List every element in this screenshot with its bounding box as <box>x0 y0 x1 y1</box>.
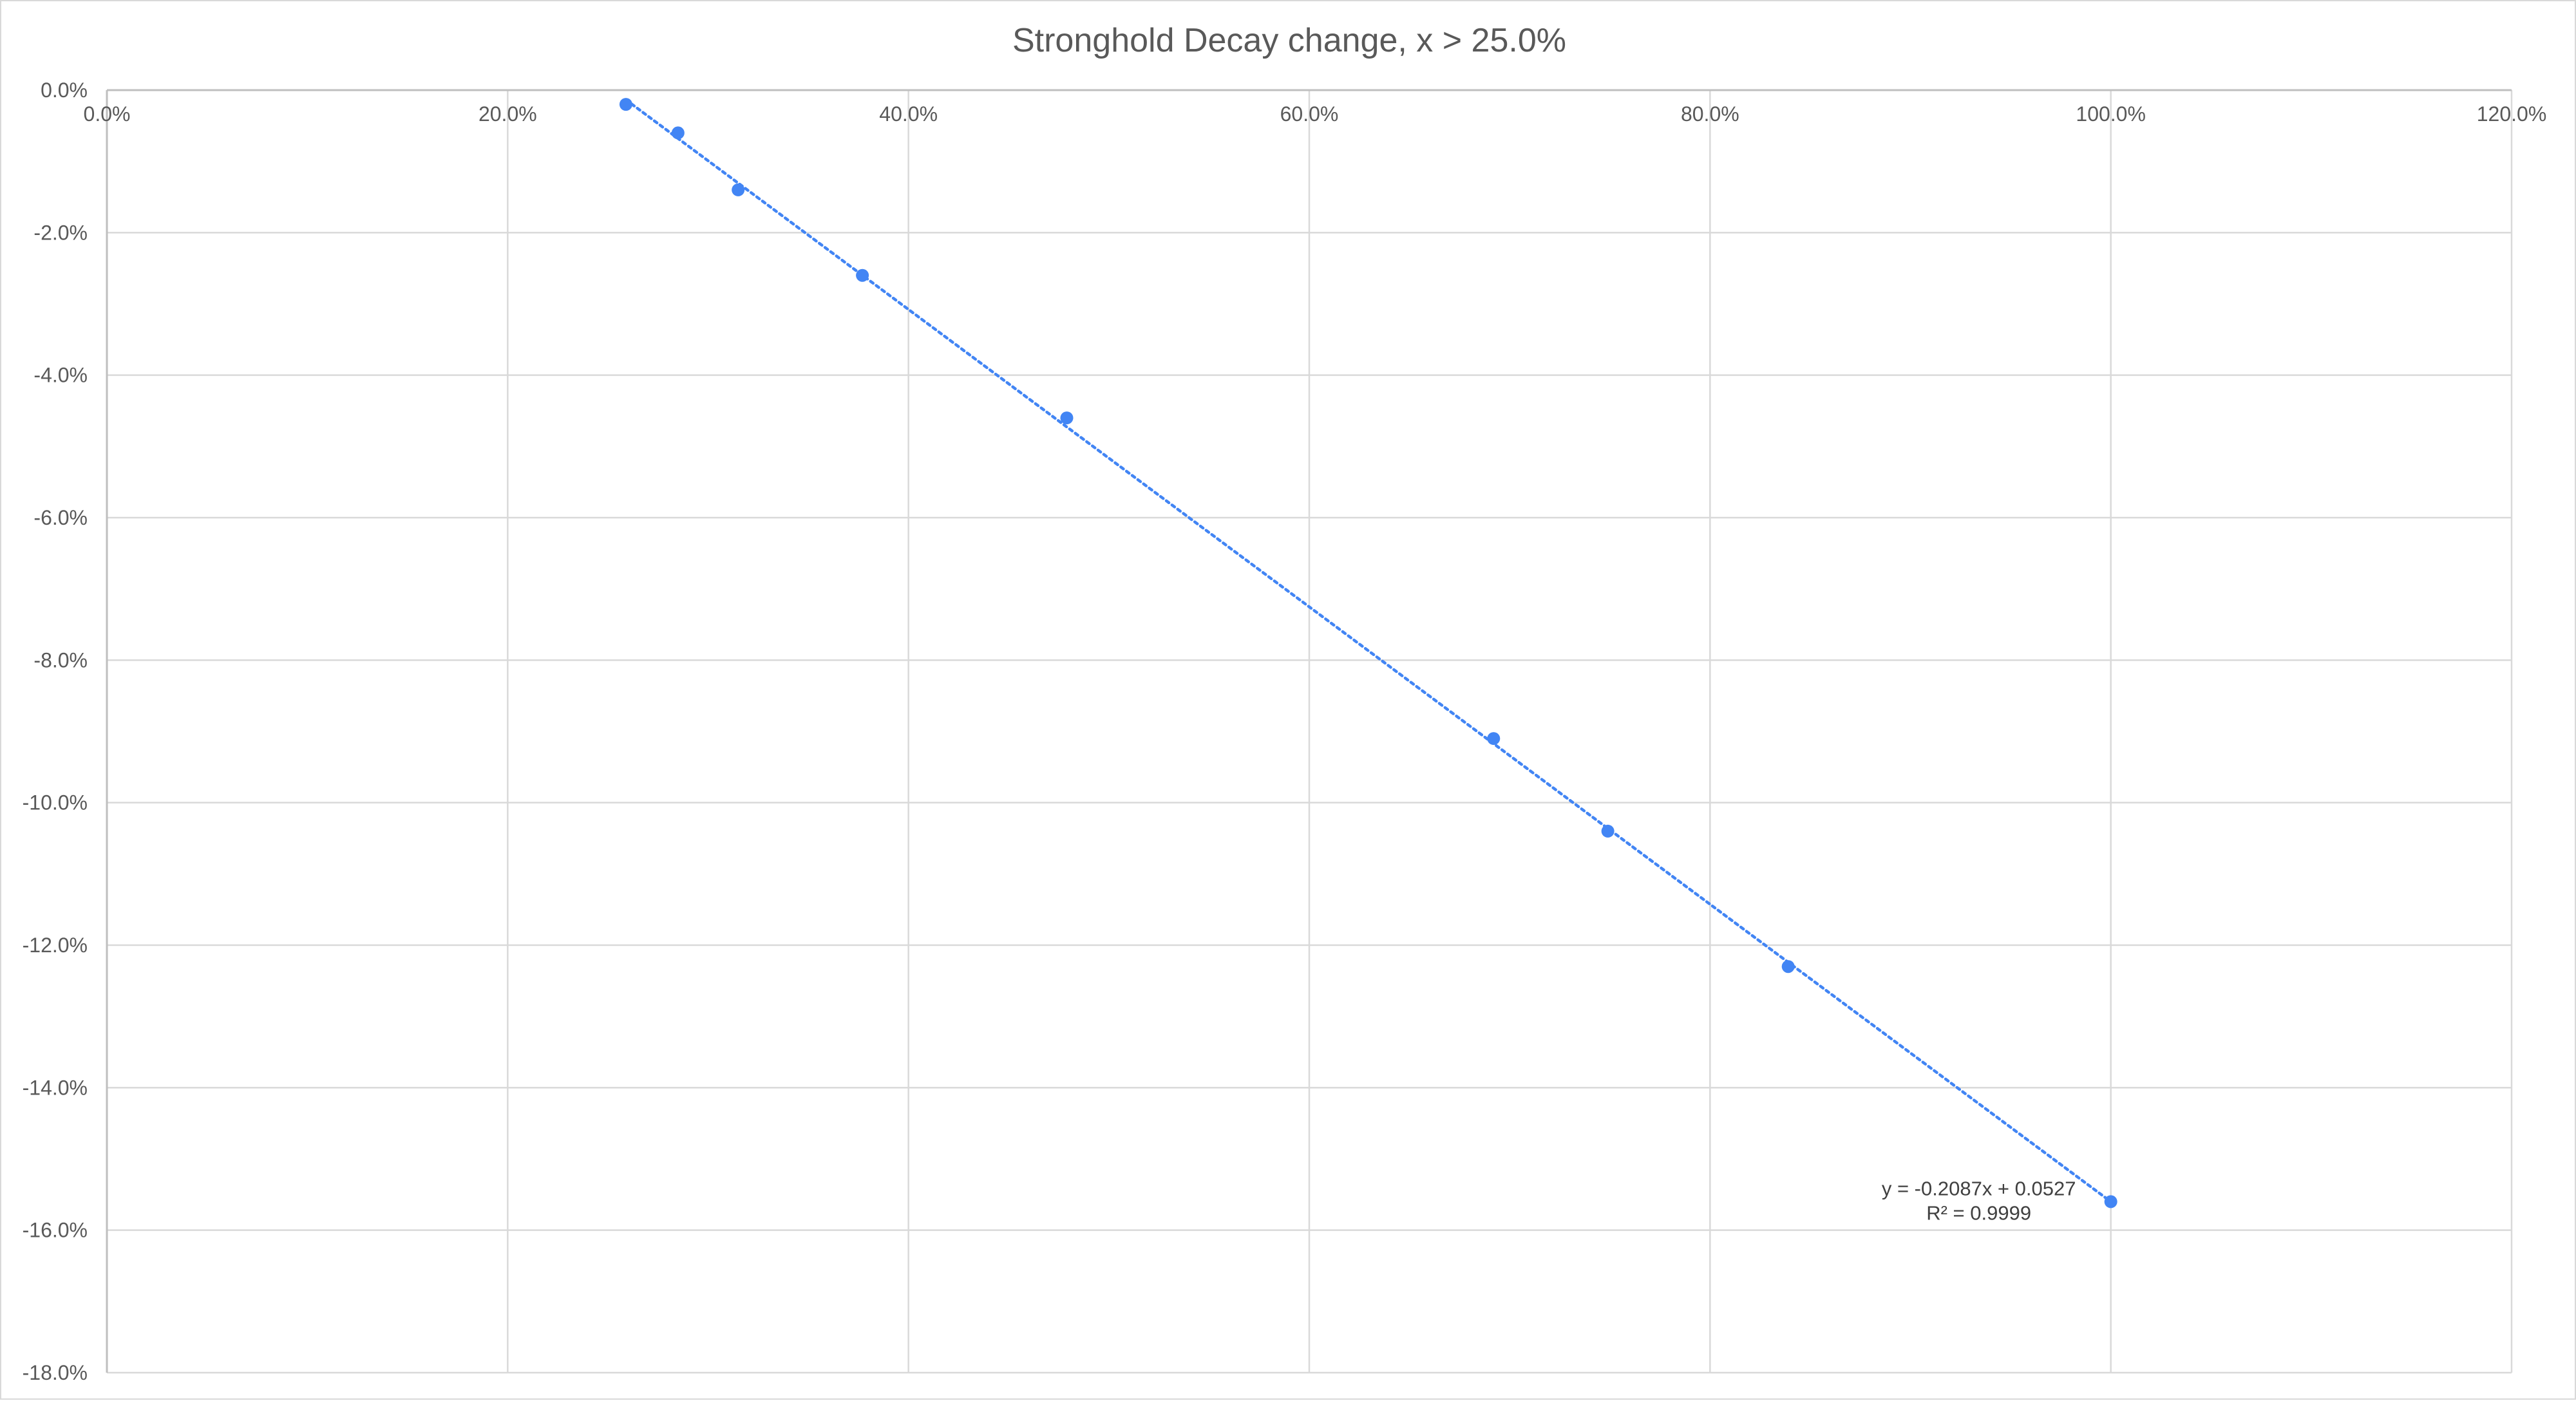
y-tick-label: -16.0% <box>23 1219 88 1242</box>
trendline-equation: y = -0.2087x + 0.0527 R² = 0.9999 <box>1882 1177 2076 1224</box>
data-point <box>671 126 685 140</box>
tick-labels: 0.0% 20.0% 40.0% 60.0% 80.0% 100.0% 120.0% 0.0%… <box>23 79 2547 1384</box>
data-point <box>619 98 632 111</box>
y-tick-label: -18.0% <box>23 1361 88 1384</box>
y-tick-label: -6.0% <box>33 506 88 529</box>
data-points <box>619 98 2117 1208</box>
y-tick-label: -8.0% <box>33 648 88 672</box>
gridlines <box>107 90 2513 1374</box>
chart-title: Stronghold Decay change, x > 25.0% <box>1012 22 1566 59</box>
x-tick-label: 20.0% <box>478 102 537 126</box>
trendline-equation-label: y = -0.2087x + 0.0527 <box>1882 1177 2076 1199</box>
data-point <box>2104 1195 2117 1208</box>
x-tick-label: 60.0% <box>1280 102 1339 126</box>
data-point <box>1060 411 1074 425</box>
y-tick-label: 0.0% <box>41 79 88 102</box>
data-point <box>1781 960 1795 973</box>
data-point <box>1487 732 1501 746</box>
y-tick-label: -4.0% <box>33 364 88 387</box>
trendline <box>624 98 2112 1203</box>
x-tick-label: 40.0% <box>879 102 938 126</box>
x-tick-label: 100.0% <box>2076 102 2146 126</box>
trendline-r2-label: R² = 0.9999 <box>1926 1201 2031 1224</box>
y-tick-label: -14.0% <box>23 1076 88 1099</box>
y-tick-label: -12.0% <box>23 934 88 957</box>
data-point <box>732 183 745 196</box>
x-tick-label: 120.0% <box>2477 102 2547 126</box>
y-tick-label: -2.0% <box>33 221 88 244</box>
data-point <box>856 268 869 282</box>
x-tick-label: 80.0% <box>1681 102 1739 126</box>
x-tick-label: 0.0% <box>84 102 131 126</box>
data-point <box>1601 824 1615 838</box>
trendline-path <box>624 98 2112 1203</box>
axes <box>106 89 2512 1373</box>
y-tick-label: -10.0% <box>23 791 88 814</box>
